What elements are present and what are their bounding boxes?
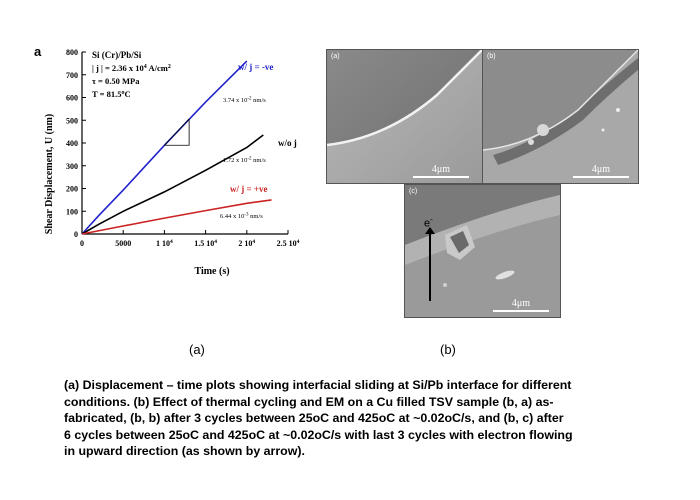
y-tick-label: 200 [66,185,78,194]
x-tick-label: 5000 [115,239,131,248]
caption-line-1: (a) Displacement – time plots showing in… [64,378,572,392]
slope-triangle [164,118,190,146]
y-tick-label: 100 [66,207,78,216]
chart-ticks: 0 100 200 300 400 500 600 700 800 0 5000 1 104 1.5 1… [66,48,300,248]
slope-label-positive: 6.44 x 10-3 nm/s [220,213,263,221]
scale-line-a [413,176,469,178]
series-line-no-current [81,134,264,235]
sem-tag-b: (b) [487,53,496,60]
series-line-negative [81,60,248,235]
condition-temperature: T = 81.5oC [92,89,131,99]
sem-texture-a [327,50,482,183]
sem-image-as-fabricated: (a) 4μm [326,49,483,184]
series-label-positive: w/ j = +ve [230,184,268,194]
slope-label-no-current: 1.72 x 10-2 nm/s [223,157,266,165]
x-tick-label: 0 [80,239,84,248]
x-axis-label: Time (s) [194,266,229,277]
slope-triangle-hypotenuse [164,118,190,146]
y-tick-label: 800 [66,48,78,57]
displacement-time-chart: a 0 100 200 300 400 500 600 700 800 0 5000 1 104 1.5… [34,44,300,277]
electron-label: e- [424,215,433,230]
series-line-positive [81,199,272,235]
condition-current-density: | j | = 2.36 x 104 A/cm2 [92,63,171,73]
scale-bar-c: 4μm [493,298,549,312]
caption-line-5: in upward direction (as shown by arrow). [64,444,305,458]
y-tick-label: 600 [66,94,78,103]
series-label-negative: w/ j = -ve [238,62,273,72]
x-tick-label: 2 104 [238,239,255,248]
panel-letter-a: a [34,44,42,59]
subfigure-label-a: (a) [189,342,205,357]
y-tick-label: 500 [66,116,78,125]
condition-stress: τ = 0.50 MPa [92,76,140,86]
scale-label-a: 4μm [431,164,451,175]
y-tick-label: 700 [66,71,78,80]
sem-tag-c: (c) [409,188,418,195]
y-tick-label: 400 [66,139,78,148]
caption-line-2: conditions. (b) Effect of thermal cyclin… [64,394,554,409]
series-label-no-current: w/o j [278,138,297,148]
x-tick-label: 2.5 104 [277,239,300,248]
electron-arrow-head-icon [425,227,435,234]
y-tick-label: 300 [66,162,78,171]
scale-label-b: 4μm [591,164,611,175]
scale-bar-b: 4μm [573,164,629,178]
sem-tag-a: (a) [331,53,340,60]
condition-sample: Si (Cr)/Pb/Si [92,50,142,60]
caption-line-4: 6 cycles between 25oC and 425oC at ~0.02… [64,427,573,442]
y-tick-label: 0 [74,230,78,239]
chart-lines [81,60,272,235]
scale-line-b [573,176,629,178]
sem-image-six-cycles-em: (c) e- 4μm [404,184,561,318]
caption-line-3: fabricated, (b, b) after 3 cycles betwee… [64,411,564,425]
figure-caption: (a) Displacement – time plots showing in… [64,377,654,460]
y-axis-label: Shear Displacement, U (nm) [44,114,55,234]
electron-charge: - [430,215,433,224]
scale-line-c [493,310,549,312]
electron-symbol: e [424,217,431,230]
x-tick-label: 1.5 104 [194,239,217,248]
slope-triangle-legs [164,118,190,146]
slope-label-negative: 3.74 x 10-2 nm/s [223,97,266,105]
x-tick-label: 1 104 [156,239,173,248]
subfigure-label-b: (b) [440,342,456,357]
sem-image-three-cycles: (b) 4μm [482,49,639,184]
scale-label-c: 4μm [511,298,531,309]
electron-arrow [429,231,431,301]
sem-texture-b [483,50,638,183]
scale-bar-a: 4μm [413,164,469,178]
